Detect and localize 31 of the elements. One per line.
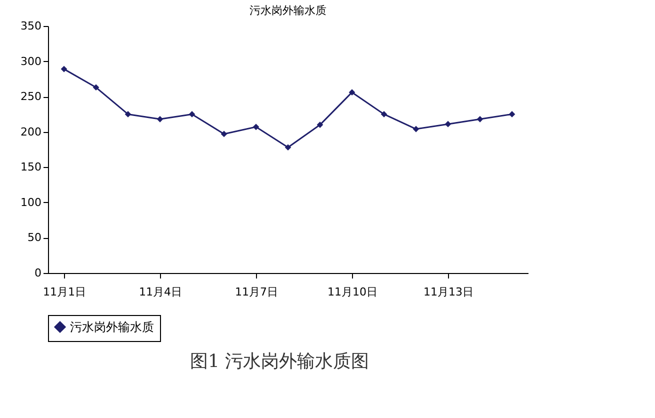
point xyxy=(156,116,164,122)
point xyxy=(348,89,356,96)
x-tick-label: 11月7日 xyxy=(235,286,278,298)
y-tick-label: 300 xyxy=(20,54,42,68)
point xyxy=(316,122,324,128)
point xyxy=(508,111,516,118)
legend-label: 污水岗外输水质 xyxy=(70,320,154,334)
y-tick-label: 250 xyxy=(20,90,42,104)
point xyxy=(476,116,484,122)
y-tick-label: 0 xyxy=(34,266,42,280)
chart-title: 污水岗外输水质 xyxy=(250,4,326,17)
x-tick-label: 11月4日 xyxy=(139,286,182,298)
x-tick-label: 11月10日 xyxy=(328,286,378,298)
point xyxy=(412,126,420,132)
y-tick-label: 200 xyxy=(20,125,42,138)
x-tick-label: 11月13日 xyxy=(424,286,474,298)
point xyxy=(188,111,196,118)
point xyxy=(92,84,100,91)
y-tick-label: 100 xyxy=(20,196,42,209)
y-tick-label: 350 xyxy=(20,20,42,32)
caption: 图1 污水岗外输水质图 xyxy=(190,350,370,373)
point xyxy=(380,111,388,118)
point xyxy=(60,66,68,72)
x-tick-label: 11月1日 xyxy=(43,286,86,298)
point xyxy=(284,144,292,151)
y-tick-label: 50 xyxy=(28,231,42,244)
point xyxy=(220,130,228,138)
point xyxy=(124,111,132,118)
point xyxy=(252,124,260,130)
y-tick-label: 150 xyxy=(20,160,42,174)
point xyxy=(444,120,452,128)
